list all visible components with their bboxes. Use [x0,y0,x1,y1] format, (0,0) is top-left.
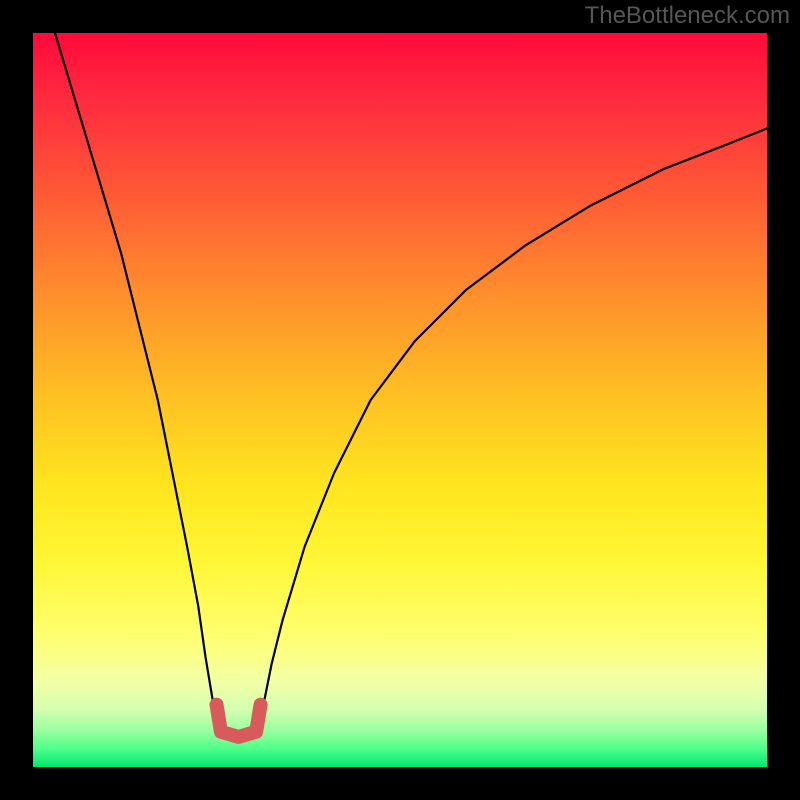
gradient-background [33,33,767,767]
watermark-text: TheBottleneck.com [585,2,790,30]
plot-area [33,33,767,767]
chart-frame: TheBottleneck.com [0,0,800,800]
chart-svg [33,33,767,767]
